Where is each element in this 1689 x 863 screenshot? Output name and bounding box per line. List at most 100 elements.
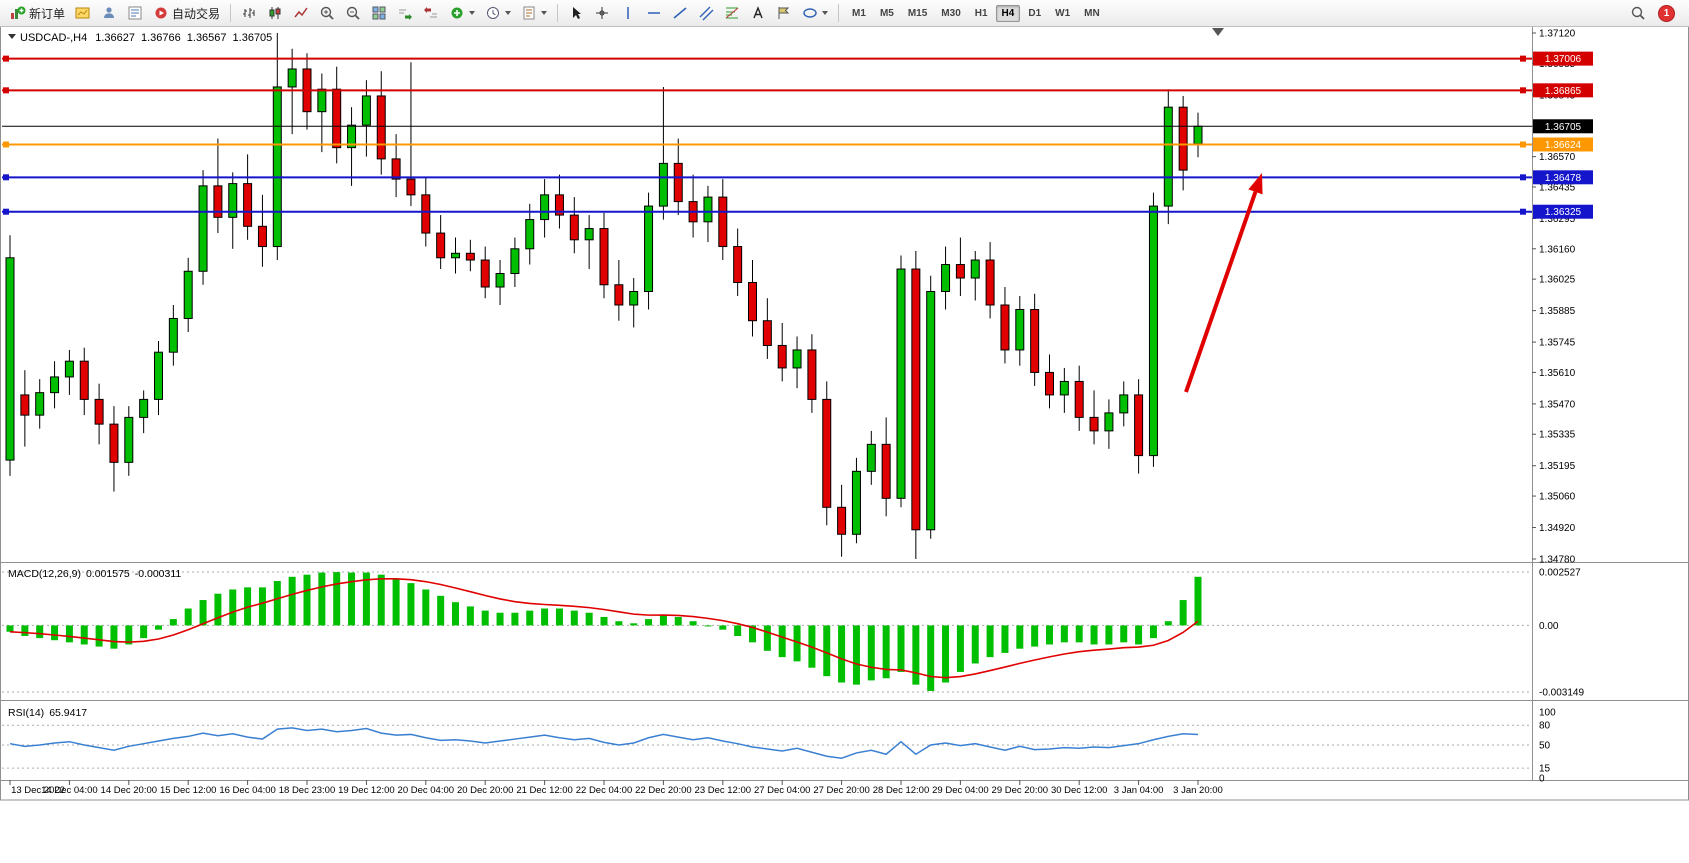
line-chart-icon [293,5,309,21]
market-watch-button[interactable] [123,2,147,24]
chart-canvas[interactable]: 1.371201.369851.368451.367051.365701.364… [0,27,1689,863]
new-order-button[interactable]: 新订单 [6,2,69,24]
bear-candle [911,268,921,531]
macd-histogram-bar [1001,625,1009,653]
trend-arrow[interactable] [1184,191,1258,393]
vertical-line-tool-button[interactable] [616,2,640,24]
autotrading-button[interactable]: 自动交易 [149,2,224,24]
bull-candle [1193,125,1203,145]
zoom-out-button[interactable] [341,2,365,24]
new-order-icon [10,5,26,21]
templates-button[interactable] [517,2,551,24]
time-axis-label: 27 Dec 20:00 [813,785,870,796]
macd-histogram-bar [229,589,237,626]
bull-candle [1148,205,1158,457]
tile-windows-button[interactable] [367,2,391,24]
tile-windows-icon [371,5,387,21]
chart-shift-marker[interactable] [1212,28,1224,36]
auto-scroll-button[interactable] [393,2,417,24]
candlestick-chart-icon [267,5,283,21]
notification-badge[interactable]: 1 [1658,4,1675,22]
macd-histogram-bar [585,612,593,626]
label-tool-button[interactable] [772,2,796,24]
crosshair-icon [594,5,610,21]
macd-histogram-bar [6,625,14,632]
time-axis-label: 16 Dec 04:00 [219,785,276,796]
cursor-button[interactable] [564,2,588,24]
macd-histogram-bar [1060,625,1068,643]
timeframe-mn-button[interactable]: MN [1084,7,1100,19]
bar-chart-button[interactable] [237,2,261,24]
search-icon [1630,5,1646,21]
bull-candle [970,259,980,279]
timeframe-d1-button[interactable]: D1 [1028,7,1042,19]
rsi-axis-label: 80 [1539,721,1551,732]
line-handle[interactable] [3,87,9,94]
line-handle[interactable] [1520,174,1526,181]
line-handle[interactable] [1520,87,1526,94]
line-handle[interactable] [3,141,9,148]
line-handle[interactable] [3,208,9,215]
horizontal-line-icon [646,5,662,21]
trendline-tool-button[interactable] [668,2,692,24]
macd-histogram-bar [273,581,281,626]
bear-candle [822,398,832,508]
indicators-button[interactable] [445,2,479,24]
chart-shift-button[interactable] [419,2,443,24]
zoom-in-button[interactable] [315,2,339,24]
timeframe-h4-button[interactable]: H4 [995,4,1021,22]
text-tool-button[interactable] [746,2,770,24]
line-handle[interactable] [1520,208,1526,215]
macd-histogram-bar [882,625,890,679]
price-axis-label: 1.36025 [1539,275,1576,286]
time-axis-label: 29 Dec 04:00 [932,785,989,796]
bull-candle [154,351,163,400]
rsi-label: RSI(14) 65.9417 [8,707,87,719]
candle-chart-button[interactable] [263,2,287,24]
timeframe-m15-button[interactable]: M15 [907,7,928,19]
shapes-tool-button[interactable] [798,2,832,24]
timeframe-m30-button[interactable]: M30 [941,7,961,19]
vertical-line-icon [620,5,636,21]
channel-tool-button[interactable] [694,2,718,24]
profiles-button[interactable] [97,2,121,24]
macd-histogram-bar [303,574,311,626]
periods-button[interactable] [481,2,515,24]
macd-histogram-bar [110,625,118,649]
symbol-collapse-icon[interactable] [8,34,16,39]
bull-candle [851,470,861,535]
horizontal-line-tool-button[interactable] [642,2,666,24]
timeframe-h1-button[interactable]: H1 [974,7,988,19]
macd-label: MACD(12,26,9) 0.001575 -0.000311 [8,568,181,580]
line-handle[interactable] [3,174,9,181]
bear-candle [332,88,342,149]
line-handle[interactable] [3,55,9,62]
macd-histogram-bar [986,625,994,658]
line-handle[interactable] [1520,55,1526,62]
price-axis-label: 1.36295 [1539,214,1576,225]
time-axis-label: 23 Dec 12:00 [695,785,752,796]
bear-candle [257,225,267,248]
search-button[interactable] [1626,2,1650,24]
indicators-icon [449,5,465,21]
price-tag-label: 1.37006 [1545,54,1582,65]
price-axis-label: 1.35060 [1539,492,1576,503]
crosshair-button[interactable] [590,2,614,24]
bear-candle [465,252,475,261]
macd-histogram-bar [496,612,504,626]
timeframe-m1-button[interactable]: M1 [852,7,866,19]
macd-histogram-bar [155,625,162,630]
trend-arrow-head[interactable] [1248,173,1263,195]
timeframe-m5-button[interactable]: M5 [879,7,894,19]
price-tag [1533,170,1593,185]
fibonacci-tool-button[interactable] [720,2,744,24]
label-icon [776,5,792,21]
line-handle[interactable] [1520,141,1526,148]
line-chart-button[interactable] [289,2,313,24]
macd-histogram-bar [407,583,415,626]
timeframe-w1-button[interactable]: W1 [1055,7,1071,19]
macd-histogram-bar [1105,625,1113,645]
new-chart-button[interactable] [71,2,95,24]
price-axis-label: 1.35470 [1539,399,1576,410]
